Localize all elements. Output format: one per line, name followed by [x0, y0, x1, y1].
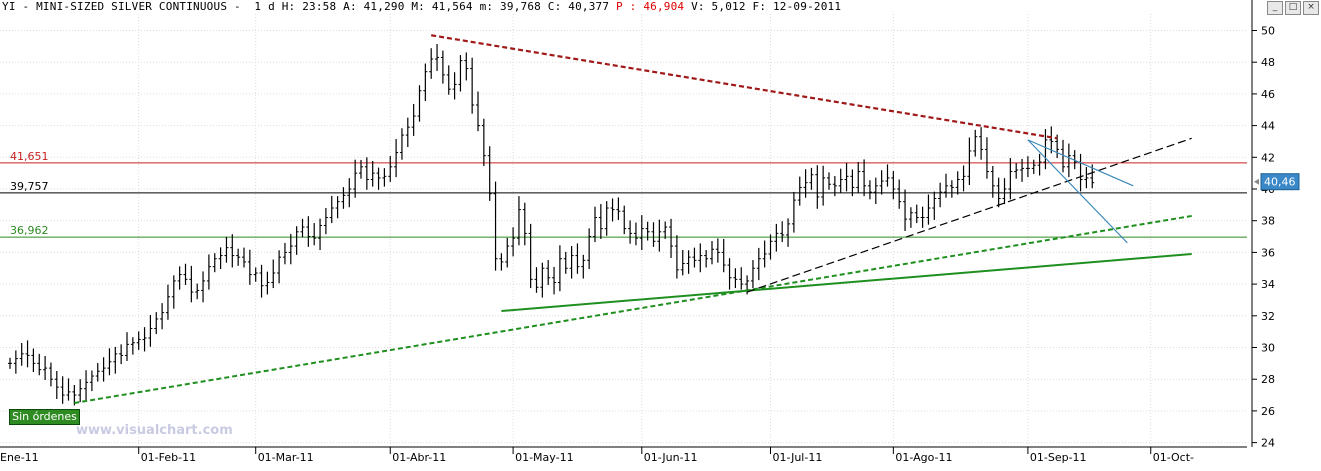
y-tick-label: 30	[1261, 342, 1275, 355]
y-tick-label: 48	[1261, 56, 1275, 69]
header-volume-date: V: 5,012 F: 12-09-2011	[684, 0, 842, 13]
price-marker-arrow	[1254, 178, 1259, 185]
level-label: 39,757	[10, 180, 49, 193]
x-tick-label: 01-Jun-11	[644, 451, 698, 464]
minimize-button[interactable]: _	[1267, 1, 1283, 15]
close-button[interactable]: ×	[1303, 1, 1319, 15]
level-label: 41,651	[10, 150, 49, 163]
last-price-tag	[1260, 173, 1300, 191]
orders-status-button[interactable]: Sin órdenes	[9, 409, 80, 425]
last-price-label: 40,46	[1264, 176, 1296, 189]
maximize-button[interactable]: □	[1285, 1, 1301, 15]
y-tick-label: 34	[1261, 278, 1275, 291]
y-tick-label: 50	[1261, 25, 1275, 38]
y-tick-label: 26	[1261, 405, 1275, 418]
x-tick-label: 01-Mar-11	[258, 451, 314, 464]
x-tick-label: Ene-11	[0, 451, 39, 464]
x-tick-label: 01-May-11	[515, 451, 573, 464]
y-tick-label: 32	[1261, 310, 1275, 323]
trendline-fan-1[interactable]	[1027, 139, 1134, 187]
trendline-fan-2[interactable]	[1027, 139, 1128, 244]
trendline-mid-support[interactable]	[501, 252, 1192, 313]
header-quote-text: YI - MINI-SIZED SILVER CONTINUOUS - 1 d …	[2, 0, 617, 13]
y-tick-label: 36	[1261, 246, 1275, 259]
header-p-value: P : 46,904	[616, 0, 685, 13]
trendline-uptrend[interactable]	[746, 137, 1192, 293]
window-controls: _ □ ×	[1267, 1, 1319, 15]
y-tick-label: 38	[1261, 215, 1275, 228]
x-tick-label: 01-Feb-11	[141, 451, 196, 464]
x-tick-label: 01-Ago-11	[895, 451, 952, 464]
y-tick-label: 42	[1261, 151, 1275, 164]
y-tick-label: 46	[1261, 88, 1275, 101]
instrument-header: YI - MINI-SIZED SILVER CONTINUOUS - 1 d …	[2, 0, 841, 14]
watermark: www.visualchart.com	[76, 423, 233, 438]
trendline-long-support[interactable]	[74, 214, 1192, 404]
x-tick-label: 01-Jul-11	[773, 451, 823, 464]
x-tick-label: 01-Sep-11	[1030, 451, 1087, 464]
trendline-resistance[interactable]	[431, 34, 1058, 140]
x-tick-label: 01-Abr-11	[392, 451, 446, 464]
y-tick-label: 24	[1261, 437, 1275, 450]
x-tick-label: 01-Oct-	[1153, 451, 1194, 464]
y-tick-label: 28	[1261, 373, 1275, 386]
y-tick-label: 44	[1261, 120, 1275, 133]
level-label: 36,962	[10, 224, 49, 237]
